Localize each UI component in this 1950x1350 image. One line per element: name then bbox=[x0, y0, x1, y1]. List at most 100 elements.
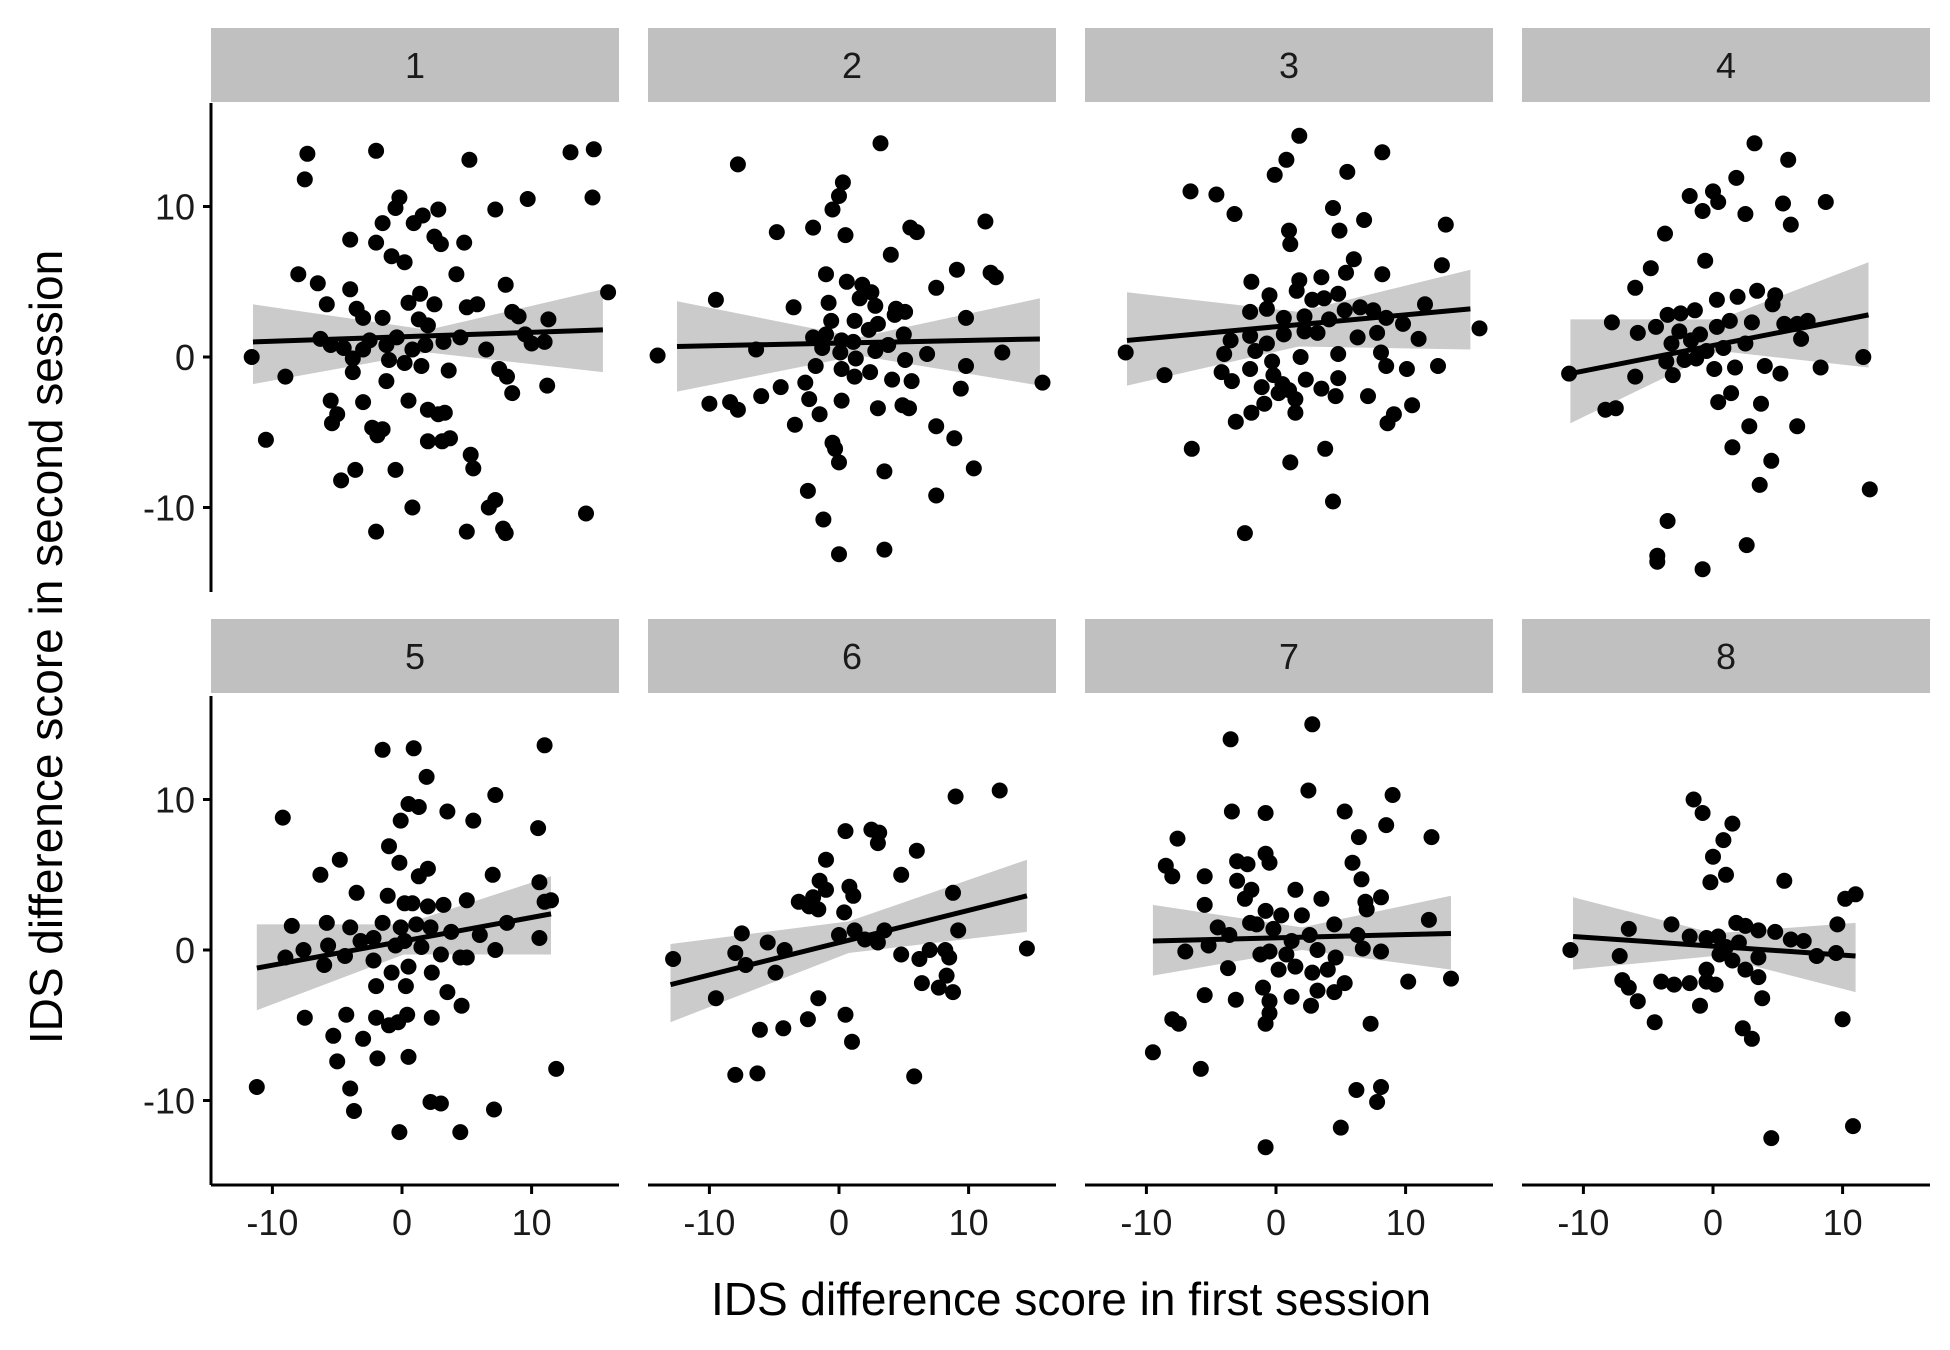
data-point bbox=[977, 213, 994, 230]
data-point bbox=[1724, 952, 1741, 969]
data-point bbox=[432, 946, 449, 963]
data-point bbox=[911, 951, 928, 967]
data-point bbox=[1764, 296, 1781, 313]
data-point bbox=[948, 261, 965, 278]
data-point bbox=[1663, 335, 1680, 352]
x-tick-label: 0 bbox=[392, 1202, 412, 1243]
regression-line bbox=[1572, 933, 1856, 959]
data-point bbox=[1688, 350, 1705, 367]
regression-line bbox=[1126, 306, 1471, 343]
data-point bbox=[1336, 803, 1353, 820]
data-point bbox=[600, 284, 617, 301]
data-point bbox=[869, 400, 886, 417]
data-point bbox=[368, 978, 385, 995]
data-point bbox=[355, 309, 372, 326]
data-point bbox=[296, 171, 313, 188]
regression-line bbox=[1569, 312, 1870, 377]
data-point bbox=[994, 344, 1011, 361]
data-point bbox=[946, 430, 963, 447]
data-point bbox=[1313, 269, 1330, 286]
data-point bbox=[1724, 815, 1741, 832]
x-tick-label: 0 bbox=[829, 1202, 849, 1243]
data-point bbox=[1304, 716, 1321, 733]
data-point bbox=[1729, 288, 1746, 305]
data-point bbox=[945, 984, 961, 1001]
data-point bbox=[1395, 315, 1411, 332]
data-point bbox=[768, 224, 785, 241]
regression-line bbox=[669, 893, 1028, 988]
data-point bbox=[1327, 388, 1344, 405]
facet-strip bbox=[1522, 619, 1930, 693]
data-point bbox=[338, 1006, 355, 1023]
data-point bbox=[1339, 163, 1356, 180]
data-point bbox=[847, 350, 864, 367]
data-point bbox=[1711, 946, 1728, 963]
data-point bbox=[1718, 866, 1734, 883]
data-point bbox=[1018, 940, 1035, 957]
data-point bbox=[1330, 370, 1347, 387]
data-point bbox=[1782, 216, 1799, 233]
data-point bbox=[1671, 323, 1688, 340]
data-point bbox=[396, 355, 413, 371]
data-point bbox=[1657, 225, 1673, 242]
data-point bbox=[1309, 982, 1326, 999]
data-point bbox=[419, 433, 436, 450]
data-point bbox=[324, 415, 340, 432]
data-point bbox=[1775, 195, 1791, 212]
data-point bbox=[906, 1068, 923, 1085]
data-point bbox=[1420, 911, 1437, 928]
data-point bbox=[486, 1101, 502, 1118]
y-tick-label: -10 bbox=[143, 488, 195, 529]
data-point bbox=[1707, 976, 1724, 993]
data-point bbox=[1275, 326, 1292, 343]
data-point bbox=[1702, 874, 1719, 891]
data-point bbox=[1316, 290, 1332, 307]
data-point bbox=[1352, 299, 1369, 316]
data-point bbox=[325, 1027, 342, 1044]
facet-strip-label: 3 bbox=[1279, 45, 1299, 86]
data-point bbox=[1336, 302, 1353, 319]
data-point bbox=[815, 511, 832, 528]
data-point bbox=[1433, 257, 1450, 274]
data-point bbox=[1776, 315, 1793, 332]
data-point bbox=[1229, 853, 1246, 870]
data-point bbox=[1325, 493, 1341, 510]
data-point bbox=[368, 523, 385, 540]
facet-panels: 1 -10 0 10 2 3 4 5 -10 0 10 -10 0 10 6 -10 0 10 7 -10 0 10 8 -1… bbox=[143, 28, 1930, 1243]
data-point bbox=[465, 460, 482, 477]
data-point bbox=[832, 344, 849, 361]
data-point bbox=[387, 461, 404, 478]
regression-line bbox=[252, 327, 603, 345]
data-point bbox=[775, 1020, 792, 1037]
data-point bbox=[930, 979, 947, 996]
data-point bbox=[530, 820, 547, 837]
facet-strip bbox=[648, 619, 1056, 693]
data-point bbox=[458, 892, 475, 909]
data-point bbox=[1196, 868, 1213, 885]
data-point bbox=[412, 285, 429, 302]
facet-strip-label: 7 bbox=[1279, 636, 1299, 677]
data-point bbox=[1423, 829, 1440, 846]
data-point bbox=[1845, 1118, 1861, 1135]
data-point bbox=[1156, 367, 1173, 384]
data-point bbox=[1338, 264, 1354, 281]
data-point bbox=[1282, 454, 1299, 471]
data-point bbox=[487, 492, 504, 508]
x-tick-label: 10 bbox=[949, 1202, 989, 1243]
data-point bbox=[1331, 222, 1348, 239]
data-point bbox=[1270, 961, 1287, 978]
data-point bbox=[1417, 296, 1433, 313]
data-point bbox=[430, 201, 447, 218]
data-point bbox=[837, 823, 854, 840]
data-point bbox=[1222, 332, 1239, 349]
data-point bbox=[318, 914, 335, 931]
data-point bbox=[1325, 200, 1341, 216]
data-point bbox=[320, 937, 337, 954]
data-point bbox=[318, 296, 335, 313]
data-point bbox=[1255, 979, 1271, 996]
data-point bbox=[818, 326, 834, 343]
data-point bbox=[1793, 330, 1810, 347]
data-point bbox=[316, 957, 333, 973]
data-point bbox=[649, 347, 666, 364]
data-point bbox=[908, 224, 925, 241]
